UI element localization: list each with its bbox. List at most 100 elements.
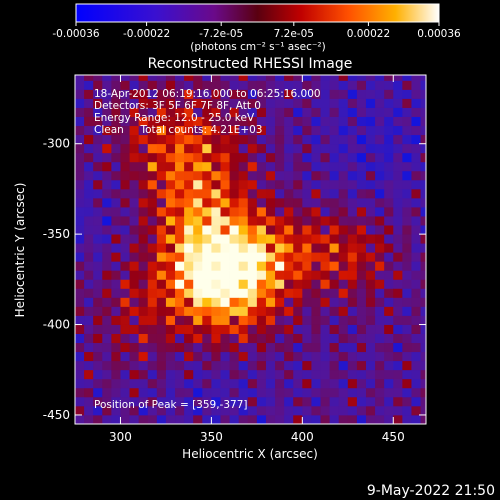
heatmap-cell — [138, 270, 149, 280]
heatmap-cell — [338, 369, 349, 380]
heatmap-cell — [211, 315, 221, 325]
heatmap-cell — [220, 89, 230, 99]
heatmap-cell — [129, 234, 140, 244]
heatmap-cell — [220, 179, 230, 190]
heatmap-cell — [420, 387, 426, 398]
heatmap-cell — [411, 207, 421, 217]
heatmap-cell — [102, 261, 112, 271]
heatmap-cell — [356, 188, 367, 199]
heatmap-cell — [402, 75, 412, 81]
heatmap-cell — [284, 225, 294, 235]
heatmap-cell — [211, 279, 221, 289]
heatmap-cell — [275, 216, 285, 226]
heatmap-cell — [302, 360, 312, 371]
heatmap-cell — [411, 152, 421, 163]
heatmap-cell — [247, 134, 258, 145]
heatmap-cell — [275, 179, 285, 190]
heatmap-cell — [302, 387, 312, 398]
heatmap-cell — [365, 234, 376, 244]
heatmap-cell — [147, 252, 158, 262]
heatmap-cell — [247, 179, 258, 190]
heatmap-cell — [184, 116, 194, 127]
heatmap-cell — [165, 225, 176, 235]
heatmap-cell — [356, 80, 367, 90]
heatmap-cell — [211, 170, 221, 181]
heatmap-cell — [265, 324, 276, 334]
heatmap-cell — [302, 288, 312, 298]
heatmap-cell — [202, 324, 212, 334]
heatmap-cell — [256, 207, 267, 217]
heatmap-cell — [311, 125, 321, 136]
heatmap-cell — [175, 360, 185, 371]
heatmap-cell — [211, 270, 221, 280]
heatmap-cell — [293, 179, 303, 190]
heatmap-cell — [338, 107, 349, 117]
heatmap-cell — [129, 369, 140, 380]
heatmap-cell — [129, 351, 140, 362]
heatmap-cell — [120, 324, 130, 334]
heatmap-cell — [211, 387, 221, 398]
heatmap-cell — [75, 170, 85, 181]
heatmap-cell — [120, 342, 130, 353]
heatmap-cell — [356, 378, 367, 389]
heatmap-cell — [193, 179, 203, 190]
heatmap-cell — [393, 134, 403, 145]
heatmap-cell — [184, 369, 194, 380]
heatmap-cell — [138, 378, 149, 389]
heatmap-cell — [156, 125, 167, 136]
heatmap-cell — [365, 89, 376, 99]
heatmap-cell — [247, 252, 258, 262]
heatmap-cell — [375, 116, 385, 127]
heatmap-cell — [311, 261, 321, 271]
heatmap-cell — [275, 107, 285, 117]
heatmap-cell — [184, 207, 194, 217]
heatmap-cell — [84, 369, 94, 380]
heatmap-cell — [302, 306, 312, 316]
heatmap-cell — [111, 234, 121, 244]
heatmap-cell — [420, 179, 426, 190]
heatmap-cell — [220, 80, 230, 90]
heatmap-cell — [356, 152, 367, 163]
heatmap-cell — [311, 405, 321, 416]
heatmap-cell — [402, 143, 412, 154]
heatmap-cell — [293, 80, 303, 90]
heatmap-cell — [411, 279, 421, 289]
heatmap-cell — [165, 197, 176, 208]
heatmap-cell — [329, 288, 340, 298]
heatmap-cell — [111, 170, 121, 181]
heatmap-cell — [265, 360, 276, 371]
heatmap-cell — [256, 306, 267, 316]
heatmap-cell — [102, 279, 112, 289]
heatmap-cell — [420, 342, 426, 353]
heatmap-cell — [238, 306, 249, 316]
heatmap-cell — [338, 351, 349, 362]
heatmap-cell — [93, 270, 103, 280]
heatmap-cell — [111, 116, 121, 127]
heatmap-cell — [247, 225, 258, 235]
heatmap-cell — [220, 270, 230, 280]
heatmap-cell — [311, 134, 321, 145]
heatmap-cell — [375, 216, 385, 226]
heatmap-cell — [275, 197, 285, 208]
heatmap-cell — [275, 152, 285, 163]
heatmap-cell — [193, 324, 203, 334]
heatmap-cell — [365, 75, 376, 81]
heatmap-cell — [211, 125, 221, 136]
heatmap-cell — [247, 378, 258, 389]
heatmap-cell — [238, 297, 249, 307]
heatmap-cell — [311, 297, 321, 307]
heatmap-cell — [347, 188, 358, 199]
heatmap-cell — [384, 89, 394, 99]
heatmap-cell — [411, 351, 421, 362]
heatmap-cell — [365, 134, 376, 145]
heatmap-cell — [411, 387, 421, 398]
heatmap-cell — [347, 143, 358, 154]
heatmap-cell — [75, 80, 85, 90]
heatmap-cell — [365, 297, 376, 307]
heatmap-cell — [375, 324, 385, 334]
heatmap-cell — [420, 170, 426, 181]
heatmap-cell — [356, 197, 367, 208]
heatmap-cell — [365, 252, 376, 262]
heatmap-cell — [347, 315, 358, 325]
heatmap-cell — [229, 306, 240, 316]
